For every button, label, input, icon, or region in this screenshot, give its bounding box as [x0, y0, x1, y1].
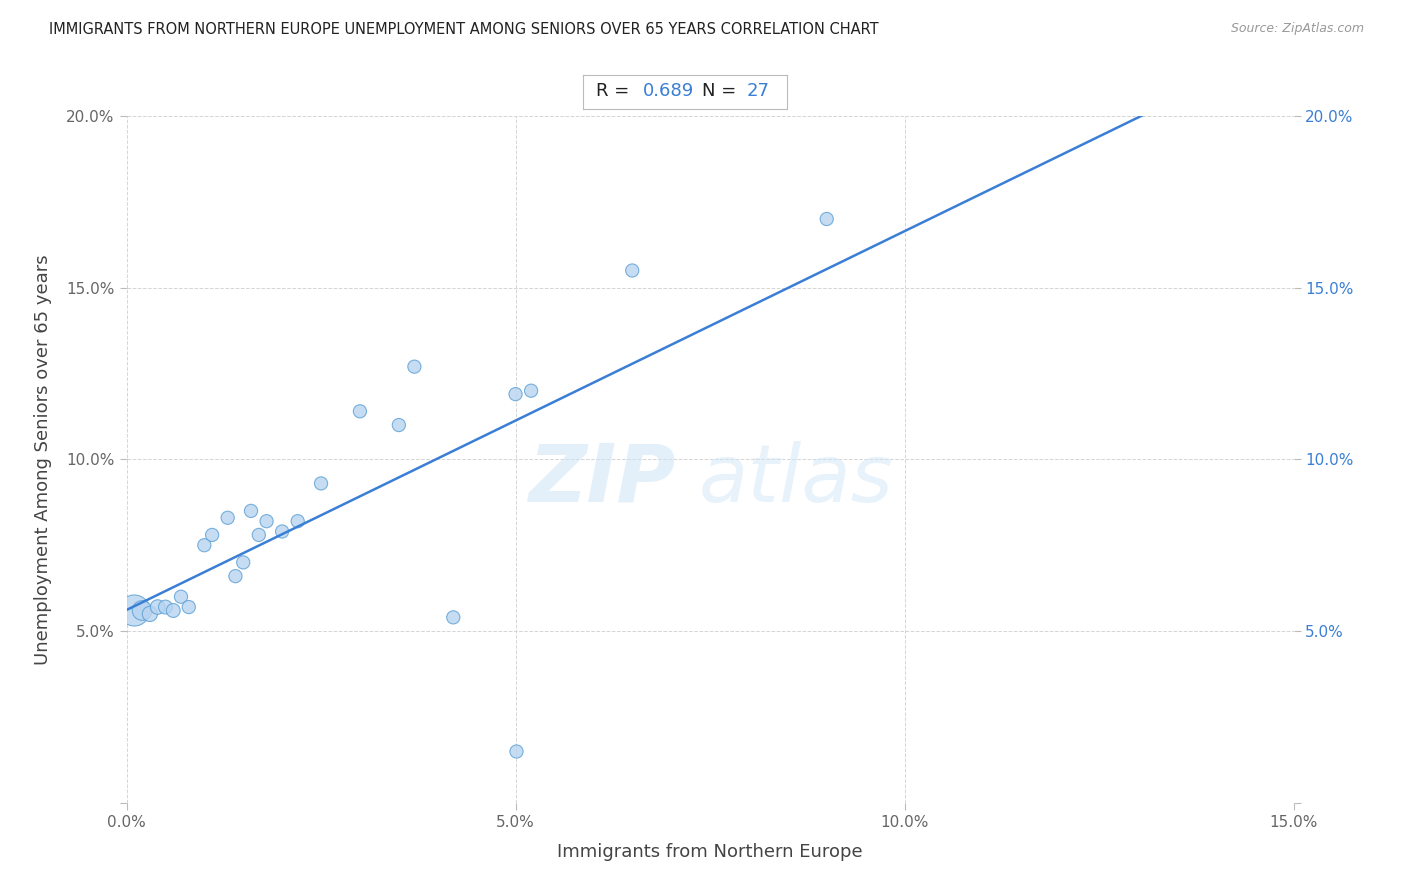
Point — [240, 504, 263, 518]
Point — [505, 744, 527, 758]
Point — [621, 263, 644, 277]
Point — [170, 590, 193, 604]
Point — [256, 514, 278, 528]
Text: R =: R = — [596, 82, 634, 100]
Point — [146, 600, 169, 615]
Y-axis label: Unemployment Among Seniors over 65 years: Unemployment Among Seniors over 65 years — [35, 254, 52, 665]
Point — [441, 610, 464, 624]
Text: 27: 27 — [747, 82, 769, 100]
Text: Source: ZipAtlas.com: Source: ZipAtlas.com — [1230, 22, 1364, 36]
Text: 0.689: 0.689 — [643, 82, 695, 100]
Point — [815, 212, 838, 227]
Point — [124, 603, 146, 617]
Text: IMMIGRANTS FROM NORTHERN EUROPE UNEMPLOYMENT AMONG SENIORS OVER 65 YEARS CORRELA: IMMIGRANTS FROM NORTHERN EUROPE UNEMPLOY… — [49, 22, 879, 37]
Point — [177, 600, 200, 615]
Point — [309, 476, 332, 491]
Text: atlas: atlas — [699, 441, 893, 519]
Point — [139, 607, 162, 621]
Text: ZIP: ZIP — [527, 441, 675, 519]
Point — [131, 603, 153, 617]
Text: N =: N = — [702, 82, 742, 100]
Point — [232, 555, 254, 570]
Point — [505, 387, 527, 401]
Point — [271, 524, 294, 539]
Point — [388, 418, 411, 433]
Point — [193, 538, 215, 552]
Point — [404, 359, 426, 374]
X-axis label: Immigrants from Northern Europe: Immigrants from Northern Europe — [557, 844, 863, 862]
Point — [287, 514, 309, 528]
Point — [349, 404, 371, 418]
Point — [217, 510, 239, 524]
Point — [520, 384, 543, 398]
Point — [162, 603, 184, 617]
Point — [247, 528, 270, 542]
Point — [224, 569, 246, 583]
Point — [155, 600, 177, 615]
Point — [201, 528, 224, 542]
